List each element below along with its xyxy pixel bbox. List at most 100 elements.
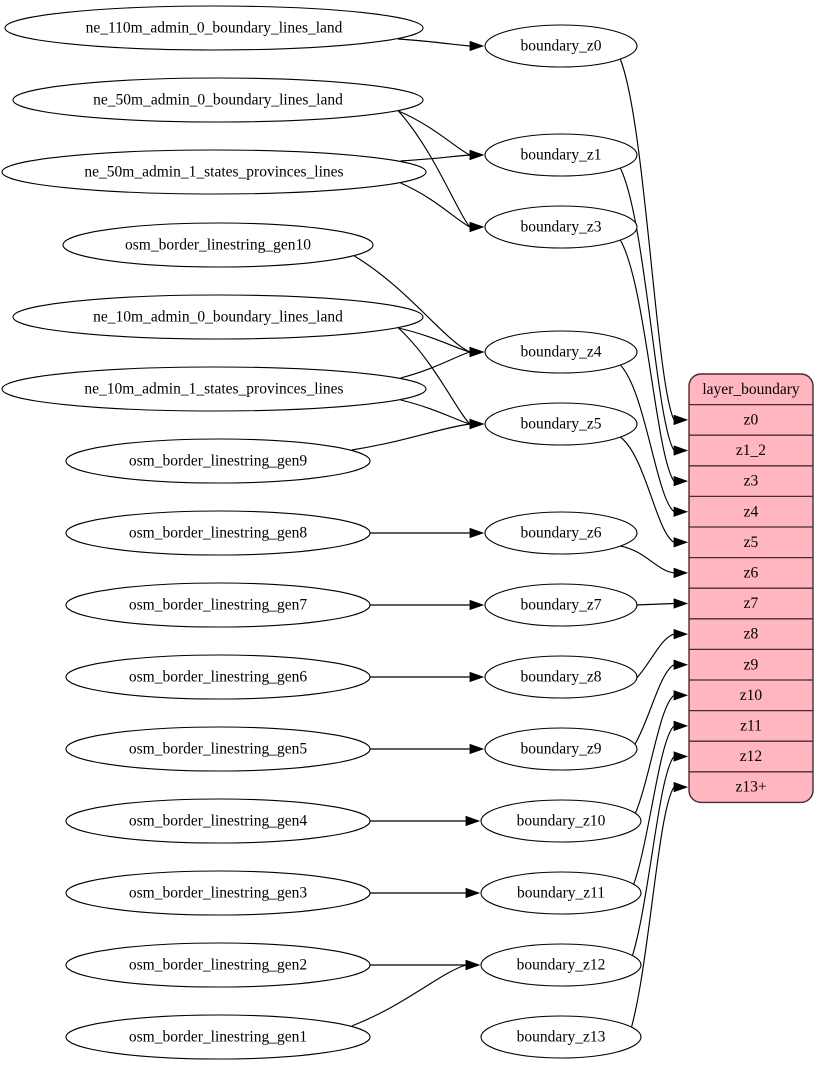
source-node-label: ne_10m_admin_1_states_provinces_lines — [84, 381, 343, 398]
node-src8[interactable]: osm_border_linestring_gen7 — [65, 582, 371, 628]
node-src4[interactable]: ne_10m_admin_0_boundary_lines_land — [12, 294, 424, 340]
node-src1[interactable]: ne_50m_admin_0_boundary_lines_land — [12, 77, 424, 123]
nodes-layer: ne_110m_admin_0_boundary_lines_land ne_50… — [1, 5, 642, 1060]
edge-src4-to-b4 — [398, 327, 471, 353]
boundary-node-label: boundary_z10 — [517, 813, 606, 830]
arrowhead-icon — [469, 221, 485, 233]
edge-src2-to-b1 — [400, 154, 471, 162]
source-node-ellipse — [12, 294, 424, 340]
node-b8[interactable]: boundary_z8 — [484, 655, 638, 699]
node-src9[interactable]: osm_border_linestring_gen6 — [65, 654, 371, 700]
arrowhead-icon — [469, 599, 485, 611]
source-node-label: osm_border_linestring_gen7 — [129, 597, 307, 614]
edge-src5-to-b5 — [400, 399, 471, 425]
arrowhead-icon — [469, 671, 485, 683]
node-b7[interactable]: boundary_z7 — [484, 583, 638, 627]
source-node-ellipse — [1, 149, 427, 195]
layer-boundary-table: layer_boundary z0 z1_2 z3 z4 z5 z6 z7 z8 z9 z10 z11… — [688, 373, 814, 804]
boundary-node-label: boundary_z11 — [517, 885, 605, 902]
arrowhead-icon — [469, 527, 485, 539]
source-node-label: osm_border_linestring_gen6 — [129, 669, 307, 686]
boundary-node-label: boundary_z7 — [521, 597, 602, 614]
layer-table-row-label: z4 — [744, 503, 759, 520]
source-node-ellipse — [65, 654, 371, 700]
source-node-label: osm_border_linestring_gen3 — [129, 885, 307, 902]
arrowhead-icon — [469, 743, 485, 755]
node-src11[interactable]: osm_border_linestring_gen4 — [65, 798, 371, 844]
edge-b0-to-row0 — [619, 58, 675, 421]
arrowhead-icon — [673, 567, 689, 579]
edge-src4-to-b5 — [398, 327, 471, 425]
boundary-node-label: boundary_z0 — [521, 38, 602, 55]
boundary-node-ellipse — [484, 205, 638, 249]
boundary-node-ellipse — [484, 24, 638, 68]
node-src2[interactable]: ne_50m_admin_1_states_provinces_lines — [1, 149, 427, 195]
edge-src0-to-b0 — [397, 38, 471, 47]
boundary-node-ellipse — [480, 1015, 642, 1059]
node-src6[interactable]: osm_border_linestring_gen9 — [65, 438, 371, 484]
boundary-node-label: boundary_z3 — [521, 219, 602, 236]
source-node-ellipse — [65, 582, 371, 628]
edge-src3-to-b4 — [354, 255, 471, 353]
node-src14[interactable]: osm_border_linestring_gen1 — [65, 1014, 371, 1060]
boundary-node-ellipse — [484, 655, 638, 699]
boundary-node-ellipse — [484, 330, 638, 374]
boundary-node-label: boundary_z12 — [517, 957, 606, 974]
source-node-label: ne_10m_admin_0_boundary_lines_land — [93, 309, 343, 326]
arrowhead-icon — [673, 537, 689, 548]
node-b13[interactable]: boundary_z13 — [480, 1015, 642, 1059]
node-b11[interactable]: boundary_z11 — [480, 871, 642, 915]
node-b5[interactable]: boundary_z5 — [484, 402, 638, 446]
node-b12[interactable]: boundary_z12 — [480, 943, 642, 987]
node-src12[interactable]: osm_border_linestring_gen3 — [65, 870, 371, 916]
edge-b12-to-row11 — [622, 756, 675, 979]
arrowhead-icon — [465, 815, 481, 827]
node-b6[interactable]: boundary_z6 — [484, 511, 638, 555]
arrowhead-icon — [673, 628, 689, 640]
arrowhead-icon — [673, 475, 689, 487]
node-b3[interactable]: boundary_z3 — [484, 205, 638, 249]
boundary-node-ellipse — [480, 943, 642, 987]
source-node-label: osm_border_linestring_gen5 — [129, 741, 307, 758]
boundary-node-ellipse — [484, 727, 638, 771]
boundary-node-label: boundary_z1 — [521, 147, 602, 164]
source-node-ellipse — [65, 942, 371, 988]
node-b0[interactable]: boundary_z0 — [484, 24, 638, 68]
source-node-ellipse — [65, 798, 371, 844]
boundary-node-label: boundary_z5 — [521, 416, 602, 433]
node-src3[interactable]: osm_border_linestring_gen10 — [62, 222, 374, 268]
edge-src2-to-b3 — [400, 182, 471, 228]
node-src7[interactable]: osm_border_linestring_gen8 — [65, 510, 371, 556]
node-src13[interactable]: osm_border_linestring_gen2 — [65, 942, 371, 988]
edge-b3-to-row2 — [619, 239, 675, 482]
edge-src1-to-b3 — [397, 110, 471, 228]
layer-table-row-label: z6 — [744, 564, 759, 581]
source-node-label: osm_border_linestring_gen1 — [129, 1029, 307, 1046]
node-b1[interactable]: boundary_z1 — [484, 133, 638, 177]
layer-table-row-label: z8 — [744, 626, 759, 643]
node-src0[interactable]: ne_110m_admin_0_boundary_lines_land — [4, 5, 424, 51]
arrowhead-icon — [673, 445, 689, 456]
node-b4[interactable]: boundary_z4 — [484, 330, 638, 374]
node-src10[interactable]: osm_border_linestring_gen5 — [65, 726, 371, 772]
arrowhead-icon — [673, 751, 689, 762]
boundary-node-ellipse — [484, 583, 638, 627]
arrowhead-icon — [469, 346, 485, 358]
arrowhead-icon — [465, 959, 481, 971]
boundary-node-label: boundary_z4 — [521, 344, 602, 361]
arrowhead-icon — [673, 506, 689, 517]
layer-table-row-label: z1_2 — [736, 442, 766, 459]
node-src5[interactable]: ne_10m_admin_1_states_provinces_lines — [1, 366, 427, 412]
boundary-node-label: boundary_z8 — [521, 669, 602, 686]
boundary-node-ellipse — [484, 402, 638, 446]
edge-b13-to-row12 — [622, 786, 675, 1051]
layer-table-header: layer_boundary — [702, 381, 800, 398]
node-b9[interactable]: boundary_z9 — [484, 727, 638, 771]
layer-table-row-label: z7 — [744, 595, 759, 612]
node-b10[interactable]: boundary_z10 — [480, 799, 642, 843]
edge-b6-to-row5 — [620, 545, 675, 574]
source-node-ellipse — [62, 222, 374, 268]
arrowhead-icon — [673, 720, 689, 732]
layer-table-row-label: z13+ — [735, 779, 766, 796]
